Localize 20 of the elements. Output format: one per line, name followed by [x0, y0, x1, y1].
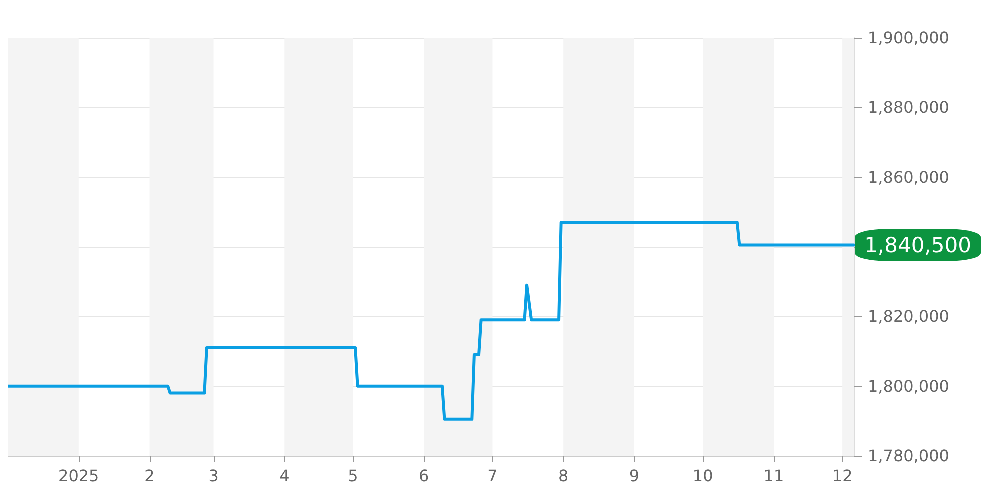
- x-tick-label: 11: [764, 466, 784, 486]
- x-tick-label: 2025: [58, 466, 100, 486]
- y-tick-label: 1,800,000: [868, 376, 950, 396]
- x-tick-label: 3: [208, 466, 219, 486]
- x-tick-label: 9: [629, 466, 640, 486]
- y-tick-label: 1,860,000: [868, 168, 950, 187]
- annotation: 1,840,500: [864, 233, 972, 258]
- x-tick-label: 7: [488, 466, 498, 486]
- y-tick-label: 1,820,000: [868, 307, 950, 326]
- line-series: [8, 221, 856, 421]
- x-tick-label: 8: [558, 466, 569, 486]
- y-tick-label: 1,900,000: [868, 28, 950, 48]
- x-tick-label: 12: [832, 466, 853, 486]
- y-tick-label: 1,880,000: [868, 98, 950, 118]
- y-tick-label: 1,780,000: [868, 446, 950, 466]
- x-tick-label: 5: [348, 466, 358, 486]
- x-tick-label: 2: [144, 466, 155, 486]
- x-tick-label: 10: [692, 466, 714, 486]
- x-tick-label: 6: [419, 466, 430, 486]
- x-tick-label: 4: [280, 466, 290, 486]
